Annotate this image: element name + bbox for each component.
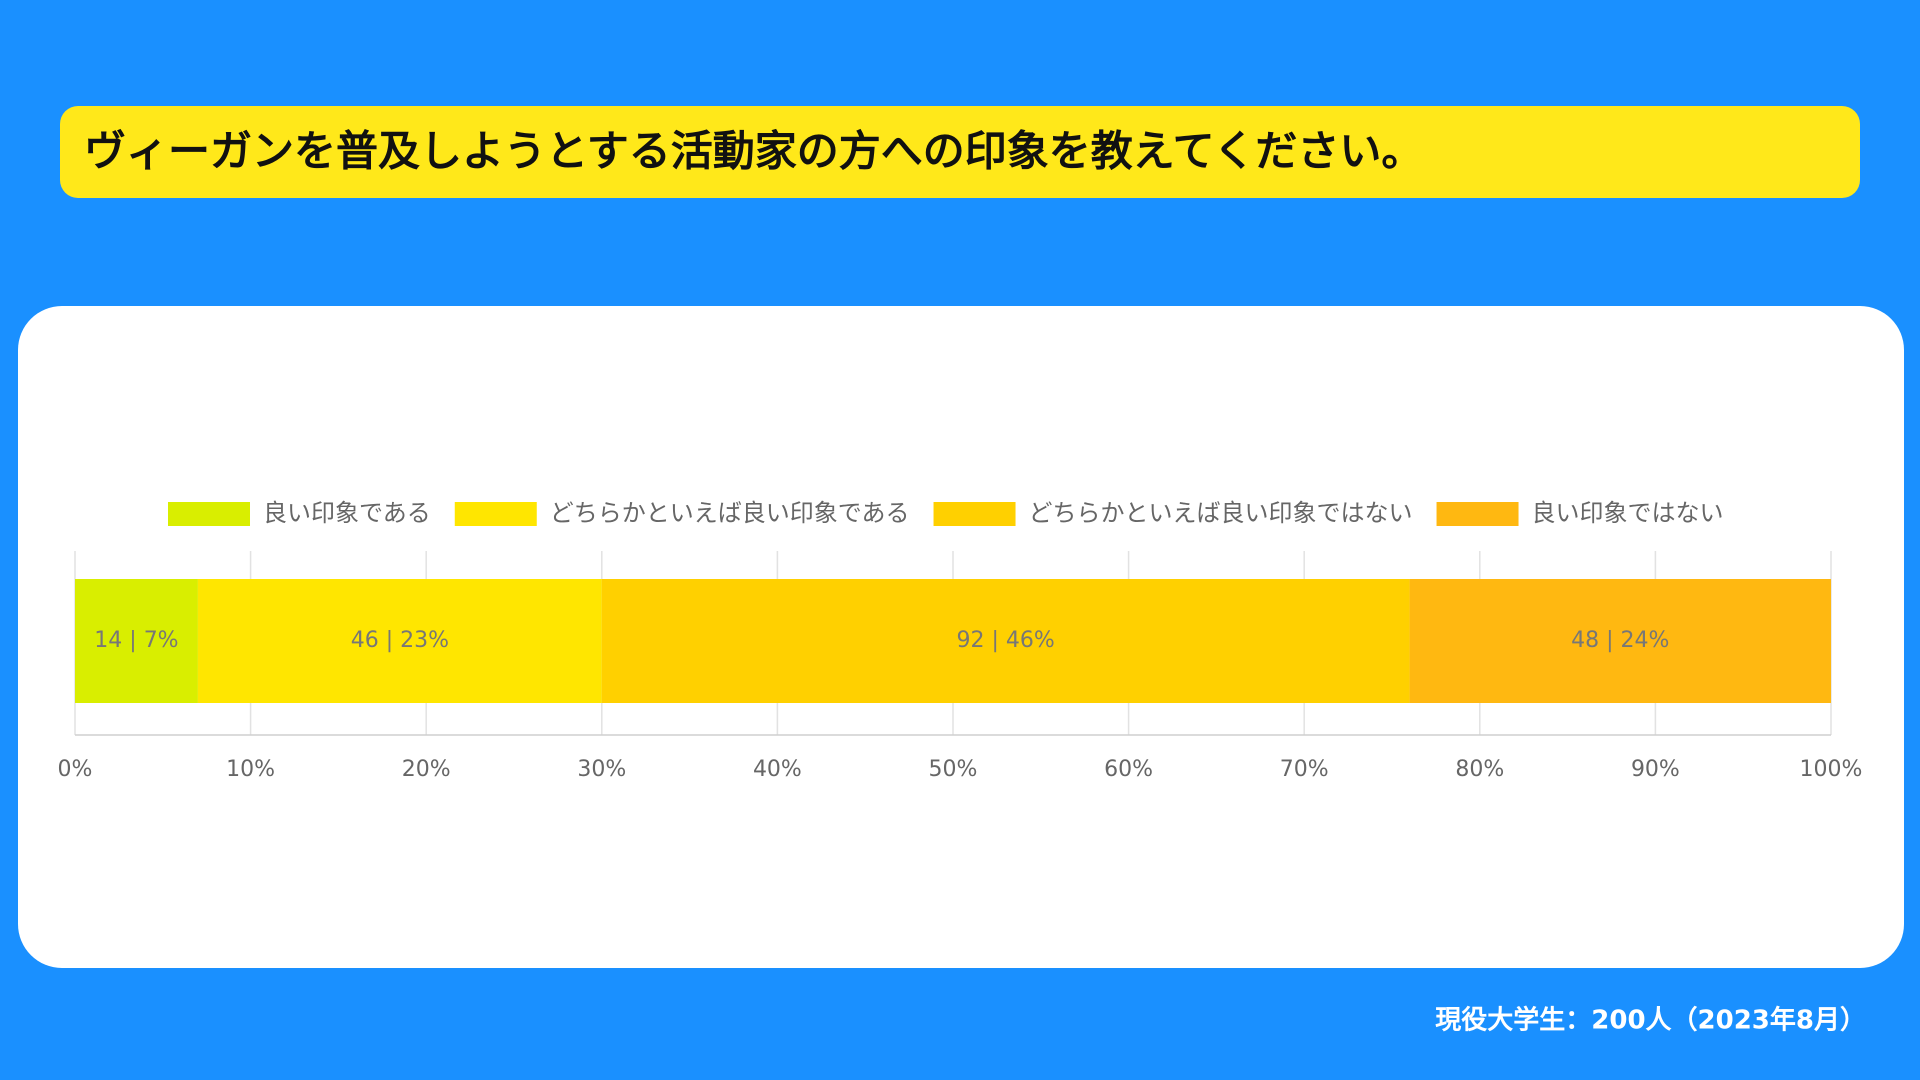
legend-label: どちらかといえば良い印象ではない [1029, 499, 1413, 527]
chart-title: ヴィーガンを普及しようとする活動家の方への印象を教えてください。 [84, 127, 1423, 176]
x-tick-label: 20% [402, 757, 451, 782]
legend-swatch [454, 502, 537, 526]
x-tick-label: 30% [577, 757, 626, 782]
legend-label: どちらかといえば良い印象である [550, 499, 910, 527]
x-tick-label: 70% [1280, 757, 1329, 782]
data-label: 48 | 24% [1571, 628, 1669, 653]
x-tick-label: 60% [1104, 757, 1153, 782]
legend-swatch [933, 502, 1016, 526]
bar-segment [601, 579, 1410, 703]
x-tick-label: 40% [753, 757, 802, 782]
title-box [60, 106, 1860, 198]
x-tick-label: 80% [1455, 757, 1504, 782]
bar-segment [1409, 579, 1831, 703]
bar-segment [197, 579, 602, 703]
x-tick-label: 0% [58, 757, 93, 782]
bar-segment [75, 579, 198, 703]
legend-label: 良い印象ではない [1532, 499, 1724, 527]
x-tick-label: 50% [929, 757, 978, 782]
legend-swatch [1436, 502, 1519, 526]
x-tick-label: 100% [1800, 757, 1863, 782]
x-tick-label: 90% [1631, 757, 1680, 782]
x-tick-label: 10% [226, 757, 275, 782]
data-label: 92 | 46% [957, 628, 1055, 653]
footnote: 現役大学生：200人（2023年8月） [1435, 1005, 1866, 1036]
legend-swatch [168, 502, 250, 526]
legend-label: 良い印象である [263, 499, 431, 527]
data-label: 46 | 23% [351, 628, 449, 653]
data-label: 14 | 7% [94, 628, 178, 653]
